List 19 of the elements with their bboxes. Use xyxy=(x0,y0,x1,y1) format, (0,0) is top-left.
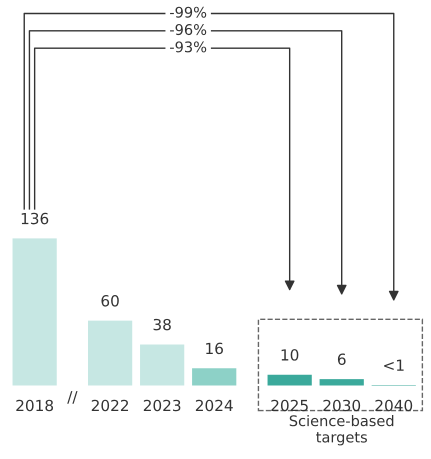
x-tick-label: 2040 xyxy=(375,400,412,412)
data-label: 6 xyxy=(338,353,346,365)
data-label: 60 xyxy=(101,295,119,307)
data-label: 136 xyxy=(22,212,48,224)
text: -93% xyxy=(170,41,206,52)
x-tick-label: 2022 xyxy=(92,400,128,412)
data-label: 16 xyxy=(206,342,223,354)
x-tick-label: 2023 xyxy=(144,400,180,412)
text: // xyxy=(67,391,78,404)
text: -99% xyxy=(170,6,206,18)
data-label: 38 xyxy=(154,318,171,330)
x-tick-label: 2018 xyxy=(16,400,54,412)
x-tick-label: 2030 xyxy=(323,400,360,412)
text: Science-based targets xyxy=(290,414,394,446)
x-tick-label: 2024 xyxy=(196,400,233,412)
text: -96% xyxy=(170,24,206,36)
x-tick-label: 2025 xyxy=(271,400,308,412)
data-label: 10 xyxy=(282,349,298,361)
data-label: <1 xyxy=(384,360,404,371)
